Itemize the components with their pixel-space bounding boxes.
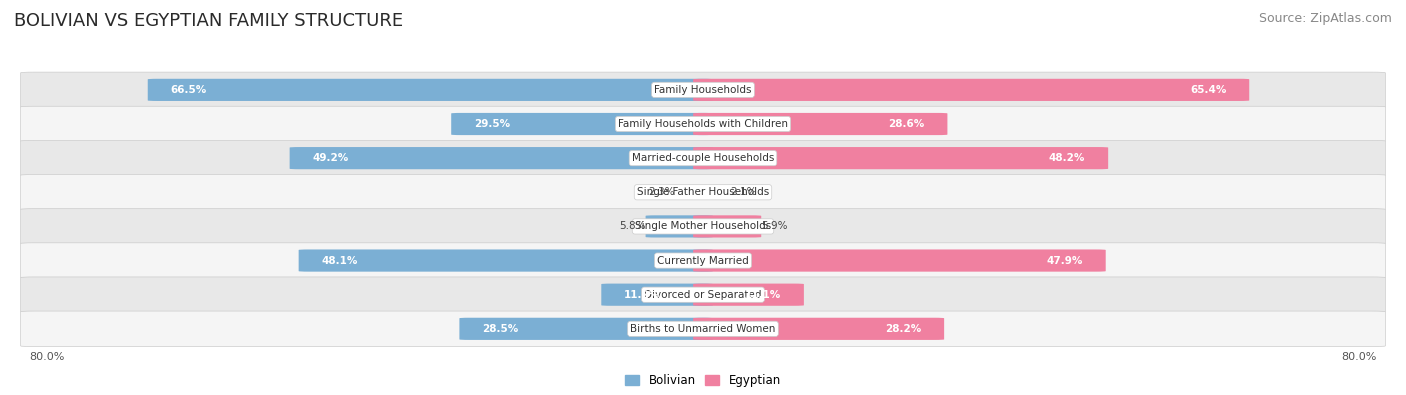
Text: 28.2%: 28.2% bbox=[884, 324, 921, 334]
Text: 66.5%: 66.5% bbox=[170, 85, 207, 95]
Text: 5.9%: 5.9% bbox=[761, 222, 787, 231]
Text: Family Households with Children: Family Households with Children bbox=[619, 119, 787, 129]
FancyBboxPatch shape bbox=[645, 215, 713, 237]
Text: Currently Married: Currently Married bbox=[657, 256, 749, 265]
Text: Births to Unmarried Women: Births to Unmarried Women bbox=[630, 324, 776, 334]
FancyBboxPatch shape bbox=[451, 113, 713, 135]
Text: 48.2%: 48.2% bbox=[1049, 153, 1085, 163]
FancyBboxPatch shape bbox=[148, 79, 713, 101]
FancyBboxPatch shape bbox=[693, 284, 804, 306]
Text: Family Households: Family Households bbox=[654, 85, 752, 95]
FancyBboxPatch shape bbox=[21, 209, 1385, 244]
Text: 5.8%: 5.8% bbox=[619, 222, 645, 231]
FancyBboxPatch shape bbox=[693, 113, 948, 135]
Text: 49.2%: 49.2% bbox=[312, 153, 349, 163]
FancyBboxPatch shape bbox=[693, 147, 1108, 169]
FancyBboxPatch shape bbox=[290, 147, 713, 169]
Legend: Bolivian, Egyptian: Bolivian, Egyptian bbox=[620, 369, 786, 391]
Text: 2.3%: 2.3% bbox=[648, 187, 675, 197]
Text: 47.9%: 47.9% bbox=[1046, 256, 1083, 265]
FancyBboxPatch shape bbox=[693, 318, 945, 340]
Text: 28.6%: 28.6% bbox=[889, 119, 925, 129]
Text: 28.5%: 28.5% bbox=[482, 324, 519, 334]
Text: Married-couple Households: Married-couple Households bbox=[631, 153, 775, 163]
FancyBboxPatch shape bbox=[693, 79, 1250, 101]
FancyBboxPatch shape bbox=[21, 140, 1385, 176]
Text: 11.2%: 11.2% bbox=[624, 290, 661, 300]
Text: Single Father Households: Single Father Households bbox=[637, 187, 769, 197]
FancyBboxPatch shape bbox=[460, 318, 713, 340]
FancyBboxPatch shape bbox=[693, 215, 761, 237]
Text: 11.1%: 11.1% bbox=[745, 290, 780, 300]
FancyBboxPatch shape bbox=[602, 284, 713, 306]
Text: 29.5%: 29.5% bbox=[474, 119, 510, 129]
FancyBboxPatch shape bbox=[21, 175, 1385, 210]
FancyBboxPatch shape bbox=[21, 277, 1385, 312]
FancyBboxPatch shape bbox=[21, 311, 1385, 346]
FancyBboxPatch shape bbox=[693, 250, 1105, 272]
Text: 65.4%: 65.4% bbox=[1189, 85, 1226, 95]
Text: Single Mother Households: Single Mother Households bbox=[636, 222, 770, 231]
FancyBboxPatch shape bbox=[298, 250, 713, 272]
FancyBboxPatch shape bbox=[21, 243, 1385, 278]
FancyBboxPatch shape bbox=[21, 106, 1385, 142]
Text: Source: ZipAtlas.com: Source: ZipAtlas.com bbox=[1258, 12, 1392, 25]
Text: 48.1%: 48.1% bbox=[322, 256, 359, 265]
Text: 2.1%: 2.1% bbox=[730, 187, 756, 197]
FancyBboxPatch shape bbox=[21, 72, 1385, 107]
Text: BOLIVIAN VS EGYPTIAN FAMILY STRUCTURE: BOLIVIAN VS EGYPTIAN FAMILY STRUCTURE bbox=[14, 12, 404, 30]
Text: Divorced or Separated: Divorced or Separated bbox=[644, 290, 762, 300]
